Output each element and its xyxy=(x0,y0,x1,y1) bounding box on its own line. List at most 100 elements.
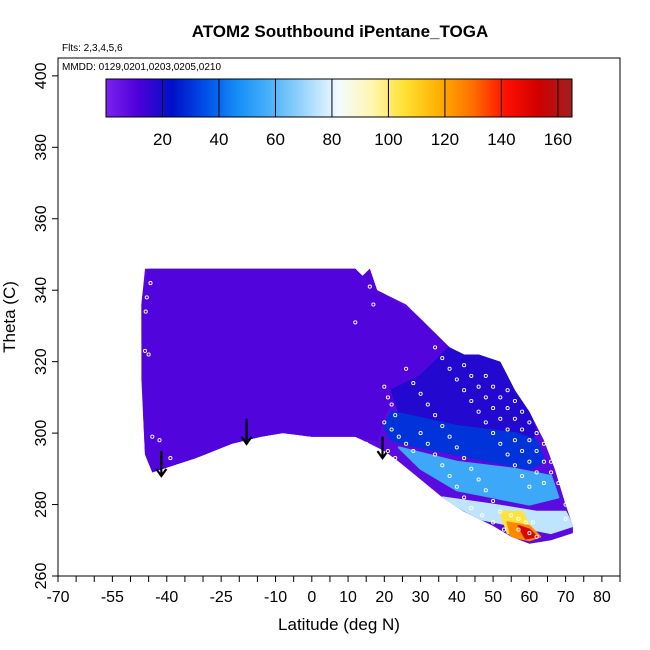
x-tick-label: 10 xyxy=(339,589,357,606)
sample-point xyxy=(509,513,514,518)
sample-point xyxy=(157,438,162,443)
colorbar-bar xyxy=(105,78,573,118)
y-tick-label: 400 xyxy=(33,62,50,89)
sample-point xyxy=(382,384,387,389)
sample-point xyxy=(505,388,510,393)
sample-point xyxy=(382,420,387,425)
sample-point xyxy=(516,516,521,521)
sample-point xyxy=(520,448,525,454)
colorbar-tick-label: 20 xyxy=(153,130,172,149)
dates-annotation: MMDD: 0129,0201,0203,0205,0210 xyxy=(62,62,221,73)
sample-point xyxy=(501,527,507,532)
sample-point xyxy=(498,395,503,400)
colorbar-tick-label: 60 xyxy=(266,130,285,149)
sample-point xyxy=(371,302,376,307)
x-axis: -70 -55 -40 -25 -10 0 10 20 30 40 50 60 70 80 xyxy=(46,576,621,606)
colorbar-ticks: 20 40 60 80 100 120 140 160 xyxy=(153,79,572,149)
y-tick-label: 380 xyxy=(33,134,50,161)
sample-point xyxy=(476,477,481,482)
colorbar-tick-label: 80 xyxy=(322,130,341,149)
sample-point xyxy=(549,470,554,475)
sample-point xyxy=(433,452,438,457)
sample-point xyxy=(527,459,532,464)
sample-point xyxy=(534,448,539,454)
sample-point xyxy=(425,441,430,446)
sample-point xyxy=(411,381,416,386)
sample-point xyxy=(563,502,568,507)
sample-point xyxy=(469,373,474,378)
plot-area-frame xyxy=(57,57,621,577)
y-axis: 260 280 300 320 340 360 380 400 xyxy=(33,62,58,589)
sample-point xyxy=(168,456,173,461)
x-tick-label: 0 xyxy=(307,589,316,606)
chart-title: ATOM2 Southbound iPentane_TOGA xyxy=(192,22,489,41)
sample-point xyxy=(411,448,416,454)
colorbar-tick-label: 120 xyxy=(431,130,459,149)
field-region xyxy=(383,410,545,470)
sample-point xyxy=(483,395,488,400)
sample-point xyxy=(425,402,430,407)
x-tick-label: -25 xyxy=(210,589,233,606)
sample-point xyxy=(530,520,536,525)
sample-point xyxy=(534,431,539,436)
sample-point xyxy=(520,409,525,414)
sample-point xyxy=(454,484,459,489)
sample-point xyxy=(512,416,517,421)
sample-point xyxy=(527,531,532,536)
sample-point xyxy=(440,423,445,429)
sample-point xyxy=(476,409,481,414)
sample-point xyxy=(143,309,148,314)
profile-arrows xyxy=(155,418,389,478)
sample-point xyxy=(396,434,401,439)
sample-points xyxy=(142,263,568,539)
sample-point xyxy=(512,398,517,404)
sample-point xyxy=(364,441,369,446)
sample-point xyxy=(527,420,532,425)
sample-point xyxy=(454,377,459,382)
colorbar-tick-label: 40 xyxy=(210,130,229,149)
sample-point xyxy=(385,448,390,454)
sample-point xyxy=(516,527,521,532)
sample-point xyxy=(353,320,358,325)
sample-point xyxy=(418,431,423,436)
sample-point xyxy=(527,438,532,443)
sample-point xyxy=(469,466,474,471)
colorbar-tick-label: 160 xyxy=(544,130,572,149)
field-regions xyxy=(141,268,573,542)
sample-point xyxy=(462,456,467,461)
x-tick-label: 80 xyxy=(593,589,611,606)
sample-point xyxy=(541,459,546,464)
x-tick-label: -10 xyxy=(264,589,287,606)
sample-point xyxy=(462,363,467,368)
sample-point xyxy=(498,509,503,514)
sample-point xyxy=(356,263,361,268)
colorbar-tick-label: 140 xyxy=(487,130,515,149)
x-tick-label: -70 xyxy=(46,589,69,606)
sample-point xyxy=(454,445,459,450)
sample-point xyxy=(144,295,149,300)
sample-point xyxy=(541,441,546,446)
sample-point xyxy=(389,427,394,432)
sample-point xyxy=(512,463,517,468)
y-tick-label: 360 xyxy=(33,205,50,232)
sample-point xyxy=(389,402,394,407)
sample-point xyxy=(142,348,148,353)
sample-point xyxy=(520,427,525,432)
sample-point xyxy=(483,373,488,378)
y-tick-label: 340 xyxy=(33,277,50,304)
colorbar-tick-label: 100 xyxy=(374,130,402,149)
sample-point xyxy=(483,488,488,493)
colorbar: 20 40 60 80 100 120 140 160 xyxy=(105,78,573,149)
sample-point xyxy=(505,452,510,457)
sample-point xyxy=(440,463,445,468)
sample-point xyxy=(447,366,452,371)
sample-point xyxy=(150,434,155,439)
x-tick-label: -55 xyxy=(101,589,124,606)
x-tick-label: -40 xyxy=(155,589,178,606)
sample-point xyxy=(469,506,474,511)
x-tick-label: 20 xyxy=(375,589,393,606)
profile-arrow xyxy=(240,418,253,446)
sample-point xyxy=(433,413,438,418)
sample-point xyxy=(491,384,496,389)
